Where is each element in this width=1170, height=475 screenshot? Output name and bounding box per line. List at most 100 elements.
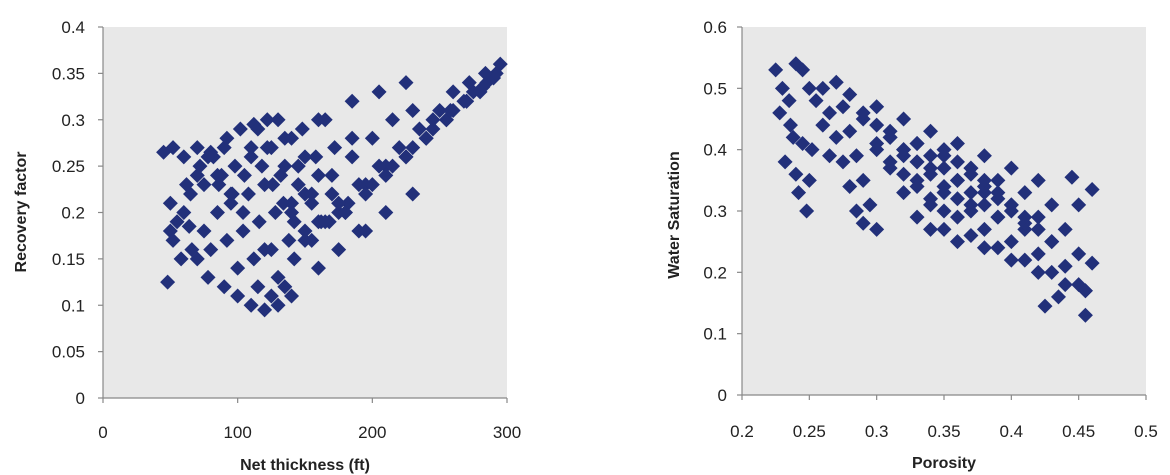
- y-tick-label: 0.1: [703, 325, 727, 344]
- data-point: [862, 197, 878, 213]
- data-point: [364, 177, 380, 193]
- x-tick-label: 0.3: [865, 422, 889, 441]
- data-point: [344, 149, 360, 165]
- chart-recovery-vs-thickness: 00.050.10.150.20.250.30.350.40 100 200 300 …: [13, 18, 521, 474]
- data-point: [294, 121, 310, 137]
- data-point: [835, 154, 851, 170]
- data-point: [963, 160, 979, 176]
- data-point: [808, 93, 824, 109]
- data-point: [425, 112, 441, 128]
- y-tick-label: 0.6: [703, 18, 727, 37]
- x-tick-label: 0: [98, 423, 107, 442]
- axes-2: 0 0.1 0.2 0.3 0.4 0.5 0.6 0.2 0.25 0.3 0.35 0.4 0.45…: [703, 18, 1157, 441]
- x-tick-label: 200: [358, 423, 386, 442]
- data-point: [297, 232, 313, 248]
- data-point: [785, 129, 801, 145]
- data-point: [822, 148, 838, 164]
- y-tick-label: 0.4: [61, 18, 85, 37]
- data-point: [425, 121, 441, 137]
- data-point: [788, 56, 804, 72]
- data-point: [909, 136, 925, 152]
- chart-saturation-vs-porosity: 0 0.1 0.2 0.3 0.4 0.5 0.6 0.2 0.25 0.3 0.35 0.4 0.45…: [666, 18, 1158, 472]
- data-point: [344, 130, 360, 146]
- data-point: [178, 177, 194, 193]
- data-point: [209, 205, 225, 220]
- data-point: [286, 214, 302, 230]
- data-point: [869, 142, 885, 158]
- data-point: [378, 205, 394, 220]
- y-tick-label: 0.2: [61, 204, 85, 223]
- data-point: [181, 218, 197, 234]
- data-point: [976, 172, 992, 188]
- data-point: [1017, 185, 1033, 201]
- y-tick-label: 0.25: [52, 157, 85, 176]
- y-tick-label: 0.3: [61, 111, 85, 130]
- data-point: [286, 251, 302, 267]
- data-point: [461, 75, 477, 91]
- data-point: [251, 214, 267, 230]
- data-point: [304, 195, 320, 211]
- data-point: [1003, 197, 1019, 213]
- data-point: [411, 121, 427, 137]
- data-point: [398, 149, 414, 165]
- data-point: [371, 84, 387, 100]
- data-point: [1030, 209, 1046, 225]
- data-point: [297, 223, 313, 239]
- data-point: [371, 158, 387, 174]
- data-point: [777, 154, 793, 170]
- data-point: [173, 251, 189, 267]
- data-point: [949, 172, 965, 188]
- data-point: [243, 140, 259, 156]
- data-point: [822, 105, 838, 121]
- data-point: [477, 65, 493, 81]
- data-point: [459, 93, 475, 109]
- data-point: [219, 232, 235, 248]
- data-point: [949, 154, 965, 170]
- data-point: [418, 130, 434, 146]
- data-point: [259, 112, 275, 128]
- data-point: [290, 158, 306, 174]
- data-point: [896, 142, 912, 158]
- data-point: [200, 269, 216, 285]
- data-point: [936, 178, 952, 194]
- data-point: [923, 123, 939, 139]
- data-point: [828, 74, 844, 90]
- data-point: [176, 205, 192, 220]
- data-point: [990, 240, 1006, 256]
- data-point: [232, 121, 248, 137]
- data-point: [189, 251, 205, 267]
- data-point: [848, 148, 864, 164]
- data-point: [270, 112, 286, 128]
- data-point: [227, 158, 243, 174]
- data-point: [236, 167, 252, 183]
- data-point: [211, 177, 227, 193]
- data-point: [949, 234, 965, 250]
- data-point: [768, 62, 784, 78]
- data-point: [976, 221, 992, 237]
- data-point: [909, 178, 925, 194]
- data-point: [243, 297, 259, 313]
- y-tick-label: 0: [718, 386, 727, 405]
- data-point: [1030, 221, 1046, 237]
- data-point: [196, 177, 212, 193]
- data-point: [936, 160, 952, 176]
- data-point: [432, 102, 448, 118]
- data-point: [848, 203, 864, 219]
- data-point: [1017, 252, 1033, 268]
- data-point: [405, 102, 421, 118]
- data-point: [385, 112, 401, 128]
- data-point: [240, 186, 256, 202]
- data-point: [976, 148, 992, 164]
- data-point: [290, 177, 306, 193]
- data-point: [224, 186, 240, 202]
- data-point: [828, 129, 844, 145]
- data-point: [281, 232, 297, 248]
- data-point: [1030, 246, 1046, 262]
- data-point: [364, 130, 380, 146]
- y-tick-label: 0.5: [703, 79, 727, 98]
- data-point: [254, 158, 270, 174]
- data-points-2: [768, 56, 1100, 323]
- data-point: [492, 56, 508, 72]
- data-point: [250, 121, 266, 137]
- data-point: [230, 260, 246, 276]
